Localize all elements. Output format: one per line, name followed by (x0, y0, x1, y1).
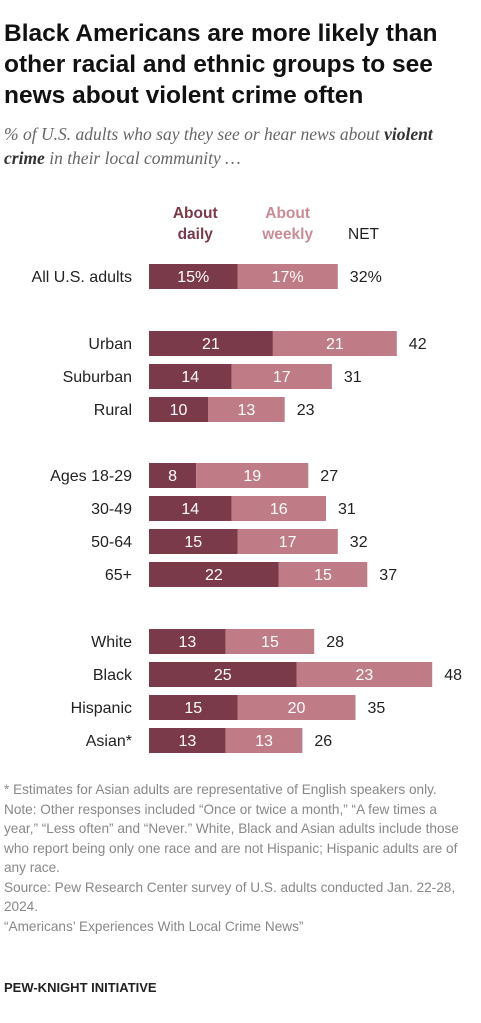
net-value: 37 (379, 567, 397, 584)
bar-weekly-value: 16 (270, 501, 288, 518)
chart-title: Black Americans are more likely than oth… (4, 20, 438, 109)
bar-weekly-value: 21 (326, 336, 344, 353)
bar-daily-value: 15% (177, 269, 209, 286)
row-label: Black (93, 667, 133, 684)
bar-weekly-value: 17 (279, 534, 297, 551)
bar-daily (149, 529, 238, 554)
chart-subtitle: % of U.S. adults who say they see or hea… (4, 122, 474, 170)
subtitle-emphasis: violent crime (4, 124, 433, 168)
bar-daily (149, 397, 208, 422)
net-value: 28 (326, 634, 344, 651)
subtitle-text: % of U.S. adults who say they see or hea… (4, 124, 385, 144)
bar-daily-value: 25 (214, 667, 232, 684)
bar-daily-value: 15 (184, 534, 202, 551)
legend-weekly-label: weekly (261, 226, 313, 243)
net-value: 32 (350, 534, 368, 551)
bar-weekly (272, 331, 397, 356)
bar-weekly (237, 695, 356, 720)
note-report-title: “Americans’ Experiences With Local Crime… (4, 918, 304, 934)
row-label: Rural (94, 402, 132, 419)
bar-weekly-value: 17% (272, 269, 304, 286)
net-value: 35 (368, 700, 386, 717)
bar-weekly (231, 496, 326, 521)
row-label: Asian* (86, 733, 132, 750)
bar-daily (149, 463, 197, 488)
bar-daily-value: 15 (184, 700, 202, 717)
row-label: White (91, 634, 132, 651)
legend-net-label: NET (348, 226, 380, 243)
bar-daily-value: 13 (178, 733, 196, 750)
bar-daily (149, 695, 238, 720)
bar-weekly (237, 264, 338, 289)
bar-weekly-value: 15 (261, 634, 279, 651)
bar-daily-value: 21 (202, 336, 220, 353)
row-label: 65+ (105, 567, 132, 584)
net-value: 31 (344, 369, 362, 386)
net-value: 26 (314, 733, 332, 750)
bar-daily (149, 562, 279, 587)
legend-daily-label: daily (178, 226, 214, 243)
net-value: 23 (297, 402, 315, 419)
bar-weekly (237, 529, 338, 554)
bar-daily-value: 14 (181, 369, 199, 386)
bar-daily (149, 364, 232, 389)
legend-daily-label: About (173, 205, 218, 222)
bar-weekly-value: 23 (355, 667, 373, 684)
bar-weekly-value: 19 (243, 468, 261, 485)
net-value: 31 (338, 501, 356, 518)
net-value: 48 (444, 667, 462, 684)
bar-daily-value: 8 (168, 468, 177, 485)
row-label: Hispanic (71, 700, 132, 717)
bar-daily (149, 264, 238, 289)
chart-notes: * Estimates for Asian adults are represe… (4, 780, 474, 936)
bar-weekly (196, 463, 309, 488)
row-label: 30-49 (91, 501, 132, 518)
net-value: 32% (350, 269, 382, 286)
bar-daily-value: 10 (170, 402, 188, 419)
bar-weekly (296, 662, 433, 687)
bar-weekly (225, 728, 303, 753)
stacked-bar-chart: About daily About weekly NET All U.S. adults 1… (32, 205, 462, 753)
bar-weekly (278, 562, 368, 587)
bar-weekly (225, 629, 315, 654)
net-value: 42 (409, 336, 427, 353)
bar-weekly-value: 13 (255, 733, 273, 750)
bar-weekly (231, 364, 332, 389)
bar-daily-value: 13 (178, 634, 196, 651)
bar-daily-value: 22 (205, 567, 223, 584)
bar-daily (149, 331, 273, 356)
note-other-responses: Note: Other responses included “Once or … (4, 801, 459, 876)
bar-weekly (208, 397, 285, 422)
bar-daily (149, 728, 226, 753)
net-value: 27 (320, 468, 338, 485)
note-source: Source: Pew Research Center survey of U.… (4, 879, 456, 915)
note-asian: * Estimates for Asian adults are represe… (4, 782, 437, 797)
row-label: 50-64 (91, 534, 132, 551)
bar-weekly-value: 17 (273, 369, 291, 386)
row-label: All U.S. adults (32, 269, 132, 286)
row-label: Suburban (63, 369, 132, 386)
bar-daily (149, 662, 297, 687)
bar-weekly-value: 13 (237, 402, 255, 419)
subtitle-text-end: in their local community … (44, 148, 241, 168)
row-label: Ages 18-29 (50, 468, 132, 485)
footer-brand: PEW-KNIGHT INITIATIVE (4, 980, 157, 995)
bar-weekly-value: 15 (314, 567, 332, 584)
bar-daily-value: 14 (181, 501, 199, 518)
legend-weekly-label: About (265, 205, 310, 222)
bar-daily (149, 496, 232, 521)
bar-weekly-value: 20 (288, 700, 306, 717)
row-label: Urban (88, 336, 132, 353)
bar-daily (149, 629, 226, 654)
